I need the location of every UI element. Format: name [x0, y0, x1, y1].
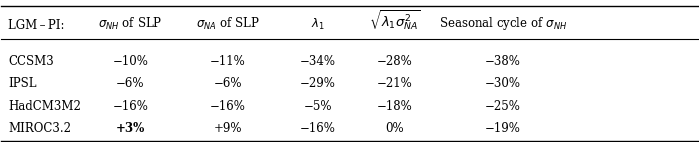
Text: −5%: −5% — [304, 100, 333, 113]
Text: −6%: −6% — [213, 78, 242, 90]
Text: −34%: −34% — [300, 55, 336, 68]
Text: −10%: −10% — [113, 55, 148, 68]
Text: CCSM3: CCSM3 — [8, 55, 54, 68]
Text: MIROC3.2: MIROC3.2 — [8, 122, 71, 135]
Text: −29%: −29% — [301, 78, 336, 90]
Text: IPSL: IPSL — [8, 78, 37, 90]
Text: −16%: −16% — [210, 100, 245, 113]
Text: Seasonal cycle of $\sigma_{NH}$: Seasonal cycle of $\sigma_{NH}$ — [438, 15, 567, 32]
Text: −38%: −38% — [484, 55, 521, 68]
Text: 0%: 0% — [385, 122, 404, 135]
Text: −28%: −28% — [377, 55, 412, 68]
Text: −25%: −25% — [484, 100, 521, 113]
Text: −19%: −19% — [484, 122, 521, 135]
Text: $\sigma_{NH}$ of SLP: $\sigma_{NH}$ of SLP — [98, 16, 162, 32]
Text: +3%: +3% — [115, 122, 145, 135]
Text: +9%: +9% — [213, 122, 242, 135]
Text: −30%: −30% — [484, 78, 521, 90]
Text: −18%: −18% — [377, 100, 412, 113]
Text: −16%: −16% — [113, 100, 148, 113]
Text: −11%: −11% — [210, 55, 245, 68]
Text: HadCM3M2: HadCM3M2 — [8, 100, 81, 113]
Text: $\sqrt{\lambda_1 \sigma_{NA}^2}$: $\sqrt{\lambda_1 \sigma_{NA}^2}$ — [369, 8, 421, 32]
Text: −16%: −16% — [301, 122, 336, 135]
Text: −21%: −21% — [377, 78, 412, 90]
Text: LGM – PI:: LGM – PI: — [8, 19, 65, 32]
Text: −6%: −6% — [116, 78, 145, 90]
Text: $\lambda_1$: $\lambda_1$ — [311, 17, 325, 32]
Text: $\sigma_{NA}$ of SLP: $\sigma_{NA}$ of SLP — [196, 16, 259, 32]
